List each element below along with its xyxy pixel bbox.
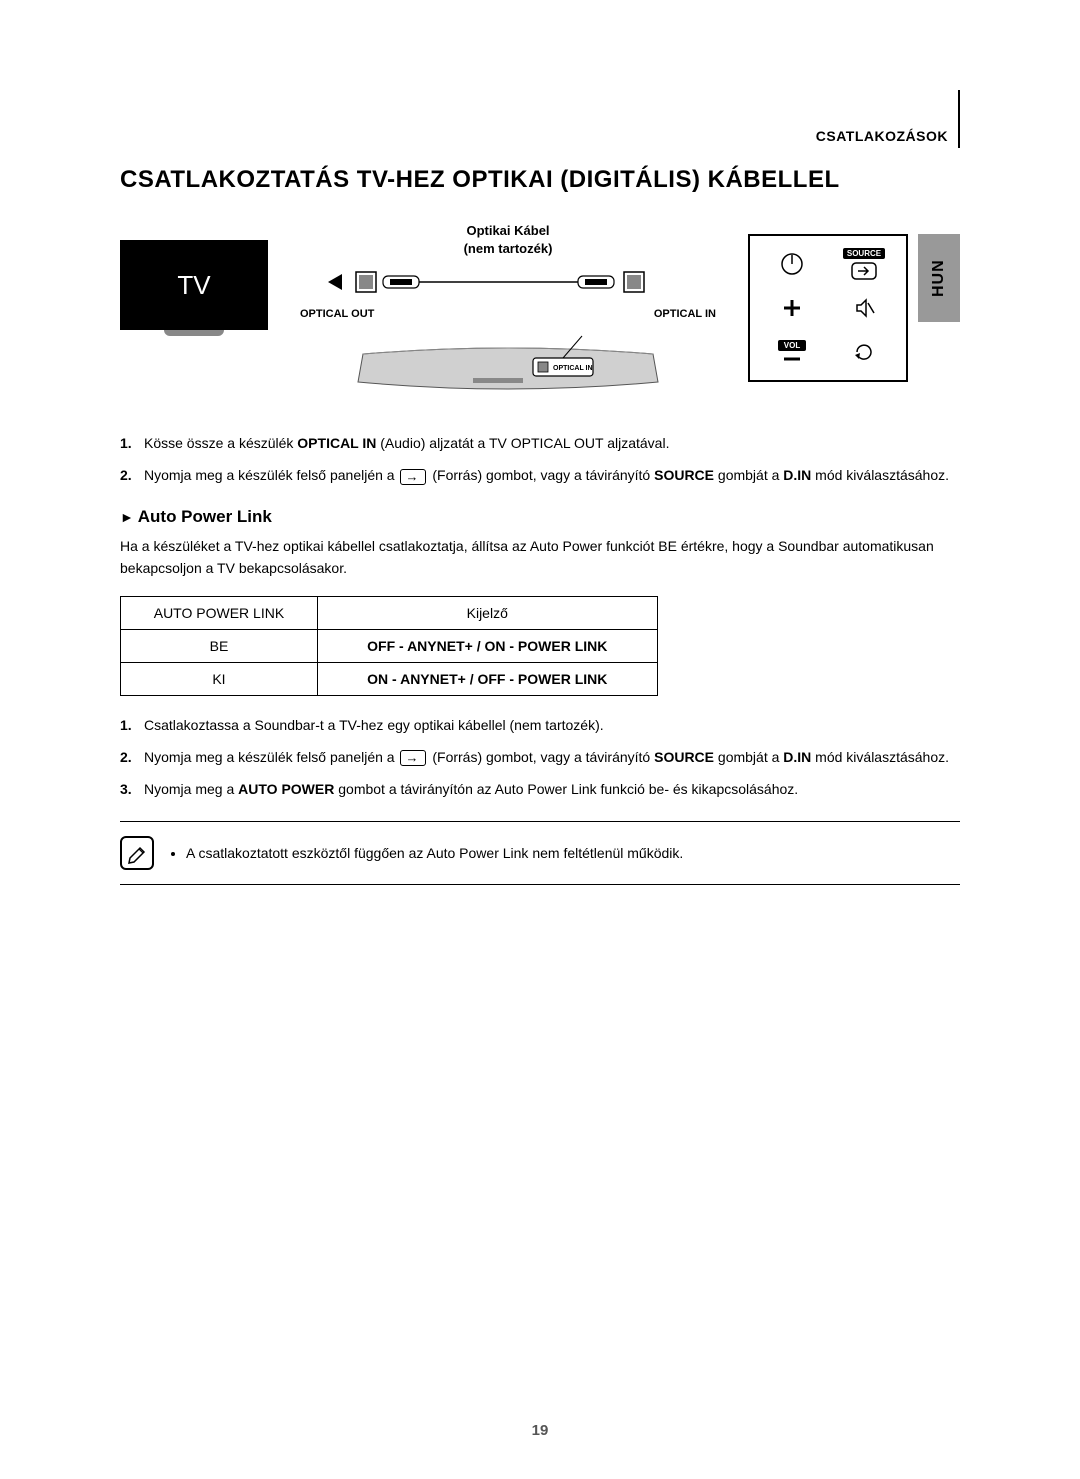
optical-in-label: OPTICAL IN — [654, 308, 716, 320]
auto-power-link-desc: Ha a készüléket a TV-hez optikai kábelle… — [120, 535, 960, 580]
source-icon — [400, 750, 426, 766]
step2-1: Csatlakoztassa a Soundbar-t a TV-hez egy… — [120, 714, 960, 736]
auto-power-link-table: AUTO POWER LINK Kijelző BE OFF - ANYNET+… — [120, 596, 658, 696]
step2-2: Nyomja meg a készülék felső paneljén a (… — [120, 746, 960, 768]
vol-up-icon — [779, 295, 805, 321]
svg-text:OPTICAL IN: OPTICAL IN — [553, 365, 593, 372]
step1-2: Nyomja meg a készülék felső paneljén a (… — [120, 464, 960, 486]
repeat-icon — [851, 339, 877, 365]
step1-1: Kösse össze a készülék OPTICAL IN (Audio… — [120, 432, 960, 454]
cable-label-2: (nem tartozék) — [268, 240, 748, 258]
optical-out-label: OPTICAL OUT — [300, 308, 374, 320]
table-row: AUTO POWER LINK Kijelző — [121, 596, 658, 629]
mute-icon — [851, 295, 877, 321]
tv-label: TV — [177, 270, 210, 301]
note-icon — [120, 836, 154, 870]
note-text: A csatlakoztatott eszköztől függően az A… — [186, 845, 683, 861]
section-header: CSATLAKOZÁSOK — [120, 90, 960, 148]
source-button-icon: SOURCE — [843, 248, 885, 281]
table-header: Kijelző — [317, 596, 657, 629]
page-number: 19 — [532, 1422, 549, 1439]
table-header: AUTO POWER LINK — [121, 596, 318, 629]
table-row: BE OFF - ANYNET+ / ON - POWER LINK — [121, 629, 658, 662]
language-tab: HUN — [918, 234, 960, 322]
power-icon — [779, 251, 805, 277]
source-icon — [400, 469, 426, 485]
auto-power-link-heading: Auto Power Link — [120, 507, 960, 527]
remote-graphic: SOURCE VOL — [748, 234, 908, 382]
cable-label-1: Optikai Kábel — [268, 222, 748, 240]
tv-graphic: TV — [120, 240, 268, 330]
vol-down-icon: VOL — [778, 340, 806, 365]
note-box: A csatlakoztatott eszköztől függően az A… — [120, 821, 960, 885]
cable-svg — [278, 262, 738, 302]
remote-area: SOURCE VOL HUN — [748, 234, 960, 382]
steps-list-2: Csatlakoztassa a Soundbar-t a TV-hez egy… — [120, 714, 960, 801]
cable-area: Optikai Kábel (nem tartozék) — [268, 222, 748, 402]
soundbar-graphic: OPTICAL IN — [353, 334, 663, 392]
page-title: CSATLAKOZTATÁS TV-HEZ OPTIKAI (DIGITÁLIS… — [120, 166, 960, 194]
steps-list-1: Kösse össze a készülék OPTICAL IN (Audio… — [120, 432, 960, 487]
connection-diagram: TV Optikai Kábel (nem tartozék) — [120, 222, 960, 402]
section-name: CSATLAKOZÁSOK — [816, 128, 958, 148]
table-row: KI ON - ANYNET+ / OFF - POWER LINK — [121, 662, 658, 695]
step2-3: Nyomja meg a AUTO POWER gombot a távirán… — [120, 778, 960, 800]
